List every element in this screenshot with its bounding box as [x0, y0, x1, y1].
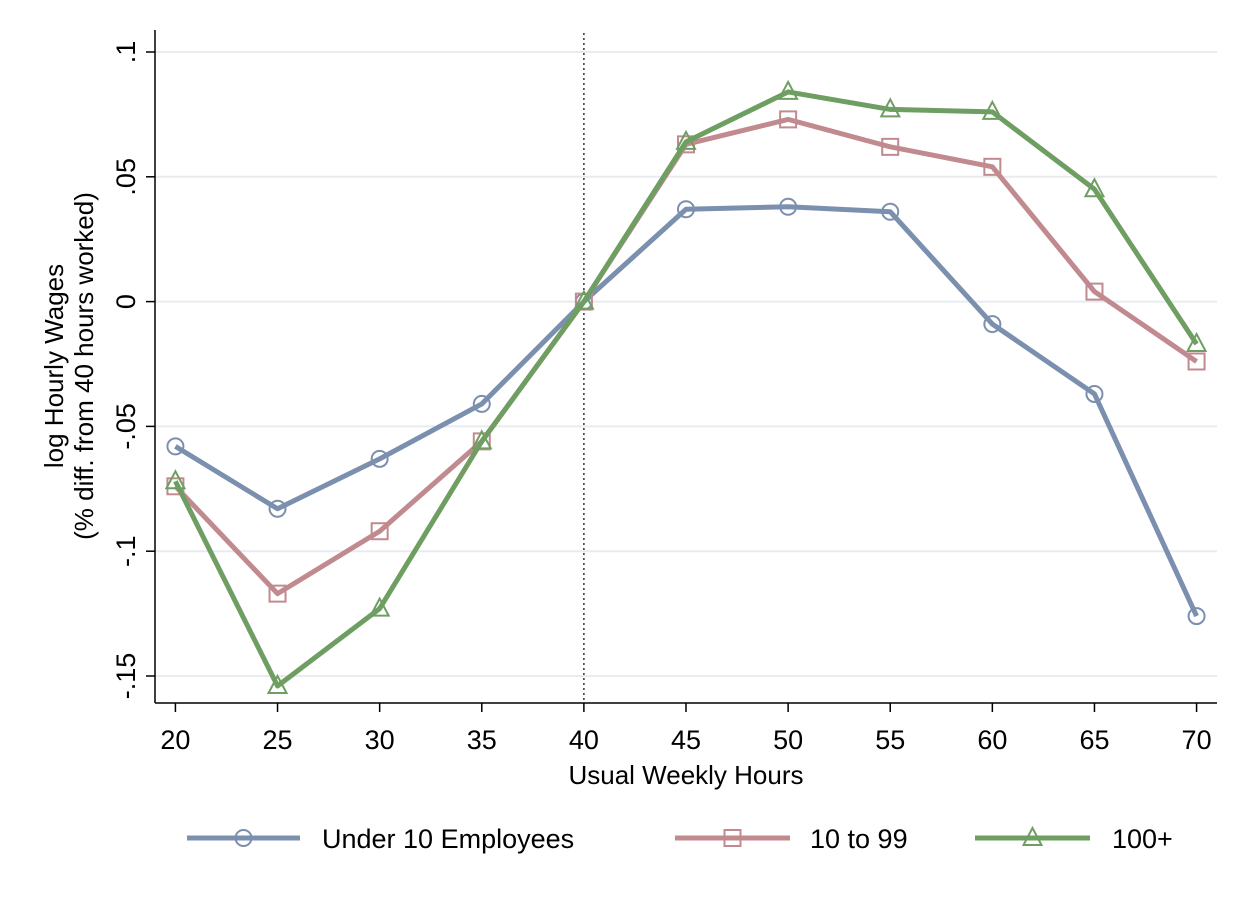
- x-tick-label: 60: [977, 725, 1007, 755]
- triangle-marker: [368, 596, 391, 617]
- triangle-marker: [266, 673, 289, 694]
- legend-item-1: 10 to 99: [675, 824, 908, 854]
- square-marker: [1187, 352, 1206, 371]
- x-tick-label: 30: [365, 725, 395, 755]
- legend-item-0: Under 10 Employees: [187, 824, 574, 854]
- square-marker: [268, 584, 287, 603]
- x-axis-title: Usual Weekly Hours: [568, 760, 803, 790]
- y-axis-title-line1: log Hourly Wages: [39, 264, 69, 468]
- circle-marker: [779, 197, 798, 216]
- circle-marker: [881, 202, 900, 221]
- series-1: [166, 110, 1206, 603]
- y-tick-label: .1: [111, 41, 141, 64]
- circle-marker: [370, 449, 389, 468]
- grid-lines: [155, 51, 1217, 677]
- x-tick-label: 35: [467, 725, 497, 755]
- x-tick-label: 65: [1079, 725, 1109, 755]
- square-marker: [370, 522, 389, 541]
- y-axis-title: log Hourly Wages (% diff. from 40 hours …: [39, 192, 99, 540]
- triangle-marker: [675, 129, 697, 150]
- y-tick-label: .05: [111, 158, 141, 196]
- square-marker: [1085, 282, 1104, 301]
- square-marker: [723, 829, 742, 847]
- series-2: [164, 79, 1208, 694]
- x-tick-label: 45: [671, 725, 701, 755]
- series-line: [174, 204, 1199, 618]
- circle-marker: [268, 499, 287, 518]
- triangle-marker: [879, 97, 901, 118]
- x-tick-label: 25: [263, 725, 293, 755]
- circle-marker: [166, 437, 185, 456]
- y-axis-title-line2: (% diff. from 40 hours worked): [69, 192, 99, 540]
- legend: Under 10 Employees 10 to 99 100+: [187, 824, 1173, 854]
- circle-marker: [677, 200, 695, 219]
- y-tick-label: 0: [111, 294, 141, 309]
- x-tick-label: 70: [1182, 725, 1212, 755]
- legend-label: 10 to 99: [810, 824, 908, 854]
- x-tick-label: 40: [569, 725, 599, 755]
- x-tick-label: 55: [875, 725, 905, 755]
- triangle-marker: [981, 99, 1004, 120]
- square-marker: [677, 135, 695, 154]
- x-tick-label: 50: [773, 725, 803, 755]
- circle-marker: [983, 315, 1002, 334]
- square-marker: [983, 157, 1002, 176]
- triangle-marker: [164, 469, 187, 490]
- circle-marker: [1187, 607, 1206, 626]
- triangle-marker: [1185, 331, 1208, 353]
- x-tick-label: 20: [160, 725, 190, 755]
- triangle-marker: [1021, 825, 1044, 846]
- series-group: [164, 79, 1208, 694]
- triangle-marker: [777, 79, 799, 100]
- y-tick-label: -.05: [111, 403, 141, 450]
- y-tick-label: -.1: [111, 535, 141, 567]
- legend-item-2: 100+: [975, 824, 1173, 854]
- axes: .1 .05 0 -.05 -.1 -.15 20 25 30 35 40 45 50 55 60 65 70: [111, 30, 1217, 755]
- triangle-marker: [573, 289, 595, 310]
- y-tick-label: -.15: [111, 653, 141, 700]
- legend-label: 100+: [1112, 824, 1173, 854]
- series-line: [173, 89, 1199, 689]
- series-0: [166, 197, 1206, 626]
- circle-marker: [472, 394, 491, 413]
- square-marker: [779, 110, 798, 129]
- triangle-marker: [471, 429, 493, 450]
- triangle-marker: [1083, 177, 1106, 198]
- legend-label: Under 10 Employees: [322, 824, 574, 854]
- square-marker: [881, 137, 900, 156]
- circle-marker: [1085, 384, 1104, 403]
- circle-marker: [234, 829, 253, 847]
